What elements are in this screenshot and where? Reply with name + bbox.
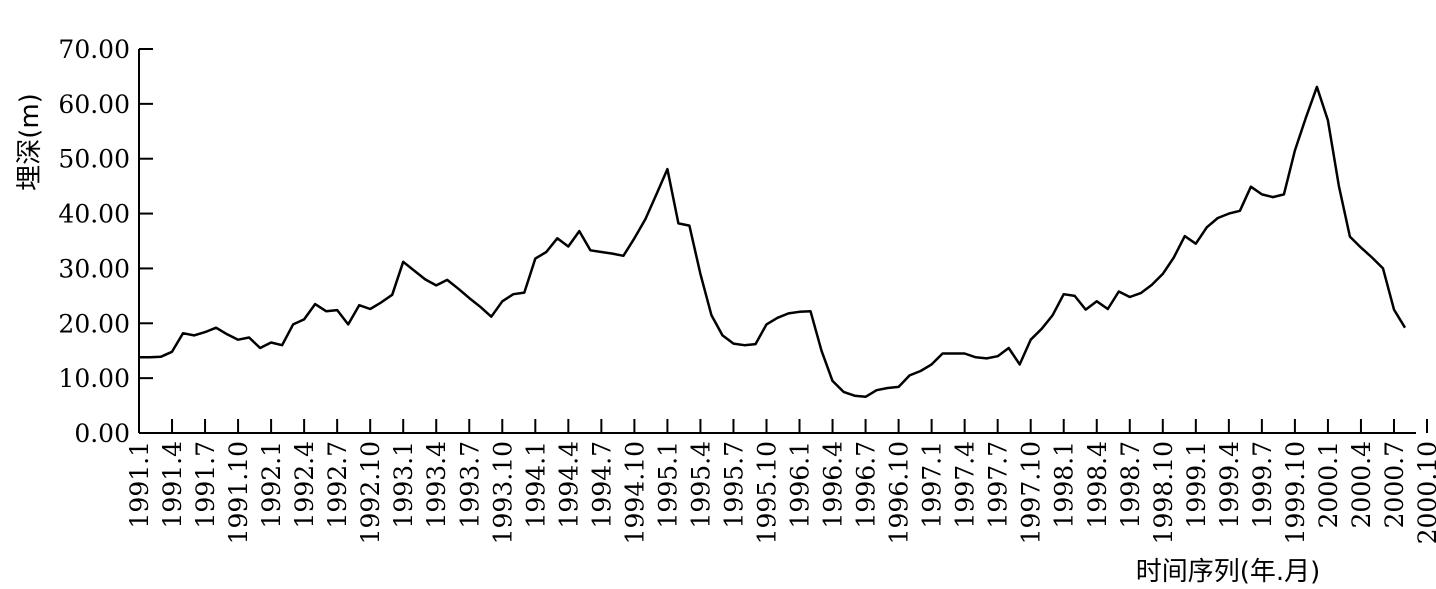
x-tick-label: 1999.7 [1248, 441, 1277, 528]
x-tick-label: 1994.4 [554, 441, 583, 528]
y-axis-title: 埋深(m) [15, 93, 45, 191]
x-tick-label: 1997.7 [984, 441, 1013, 528]
x-tick-label: 1998.10 [1149, 441, 1178, 544]
x-tick-label: 1995.7 [719, 441, 748, 528]
x-tick-label: 1994.1 [521, 441, 550, 528]
x-axis: 1991.1 1991.4 1991.7 1991.10 1992.1 1992.4 199… [125, 419, 1436, 544]
y-tick-label: 20.00 [58, 309, 130, 338]
x-tick-label: 1997.10 [1017, 441, 1046, 544]
x-tick-label: 1991.4 [158, 441, 187, 528]
x-axis-title: 时间序列(年.月) [1136, 557, 1321, 587]
x-tick-label: 1993.10 [488, 441, 517, 544]
x-tick-label: 1999.1 [1182, 441, 1211, 528]
x-tick-label: 1991.7 [191, 441, 220, 528]
x-tick-label: 1999.4 [1215, 441, 1244, 528]
x-tick-label: 1996.1 [786, 441, 815, 528]
x-tick-label: 1994.7 [587, 441, 616, 528]
x-tick-label: 2000.1 [1314, 441, 1343, 528]
x-tick-label: 1996.7 [852, 441, 881, 528]
x-tick-label: 1996.10 [885, 441, 914, 544]
x-tick-label: 1999.10 [1281, 441, 1310, 544]
y-tick-label: 60.00 [58, 90, 130, 119]
x-tick-label: 1993.4 [422, 441, 451, 528]
y-tick-label: 70.00 [58, 35, 130, 64]
x-tick-label: 1997.4 [951, 441, 980, 528]
x-tick-label: 1991.1 [125, 441, 154, 528]
x-tick-label: 1993.7 [455, 441, 484, 528]
y-tick-label: 40.00 [58, 200, 130, 229]
y-tick-label: 0.00 [74, 419, 130, 448]
x-tick-label: 1998.7 [1116, 441, 1145, 528]
x-tick-label: 1997.1 [918, 441, 947, 528]
x-tick-label: 2000.7 [1380, 441, 1409, 528]
x-tick-label: 1994.10 [620, 441, 649, 544]
x-tick-label: 1995.4 [686, 441, 715, 528]
x-tick-label: 2000.4 [1347, 441, 1376, 528]
x-tick-label: 1996.4 [819, 441, 848, 528]
x-tick-label: 1995.1 [653, 441, 682, 528]
y-tick-label: 30.00 [58, 254, 130, 283]
x-tick-label: 1992.1 [257, 441, 286, 528]
x-tick-label: 1998.4 [1083, 441, 1112, 528]
y-tick-label: 50.00 [58, 145, 130, 174]
y-axis: 0.00 10.00 20.00 30.00 40.00 50.00 60.00 70.00 [58, 35, 153, 448]
x-tick-label: 1991.10 [224, 441, 253, 544]
x-tick-label: 1993.1 [389, 441, 418, 528]
x-tick-label: 1992.7 [323, 441, 352, 528]
x-tick-label: 2000.10 [1413, 441, 1436, 544]
series-line [139, 85, 1407, 399]
x-tick-label: 1995.10 [752, 441, 781, 544]
x-tick-label: 1992.4 [290, 441, 319, 528]
x-tick-label: 1992.10 [356, 441, 385, 544]
x-tick-label: 1998.1 [1050, 441, 1079, 528]
y-tick-label: 10.00 [58, 364, 130, 393]
